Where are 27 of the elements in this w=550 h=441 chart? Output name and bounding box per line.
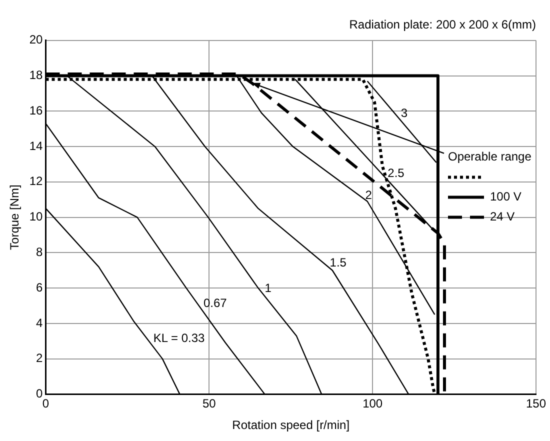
- x-tick-label: 100: [362, 396, 383, 411]
- annotation: 1: [264, 281, 272, 296]
- legend-title: Operable range: [448, 150, 532, 164]
- legend-label: 24 V: [490, 210, 515, 224]
- y-tick-label: 14: [29, 138, 44, 153]
- annotation: 0.67: [203, 296, 228, 310]
- y-axis-title: Torque [Nm]: [8, 184, 22, 250]
- annotation: 3: [400, 106, 408, 120]
- y-tick-label: 10: [29, 210, 44, 224]
- y-tick-label: 0: [36, 386, 44, 401]
- y-tick-label: 20: [29, 32, 44, 47]
- y-tick-label: 2: [36, 351, 44, 366]
- y-tick-label: 4: [36, 316, 44, 330]
- legend-label: 100 V: [490, 190, 522, 204]
- x-tick-label: 50: [202, 396, 216, 411]
- annotation: 2: [365, 188, 372, 202]
- y-tick-label: 6: [36, 280, 44, 294]
- y-tick-label: 12: [29, 174, 44, 188]
- annotation: 1.5: [330, 256, 347, 270]
- y-tick-label: 18: [29, 68, 44, 82]
- y-tick-label: 8: [36, 244, 44, 259]
- chart-subtitle: Radiation plate: 200 x 200 x 6(mm): [349, 18, 536, 32]
- y-tick-label: 16: [29, 103, 44, 118]
- annotation: 2.5: [388, 166, 405, 180]
- annotation: KL = 0.33: [153, 331, 206, 346]
- x-axis-title: Rotation speed [r/min]: [232, 418, 350, 432]
- x-tick-label: 150: [526, 396, 546, 411]
